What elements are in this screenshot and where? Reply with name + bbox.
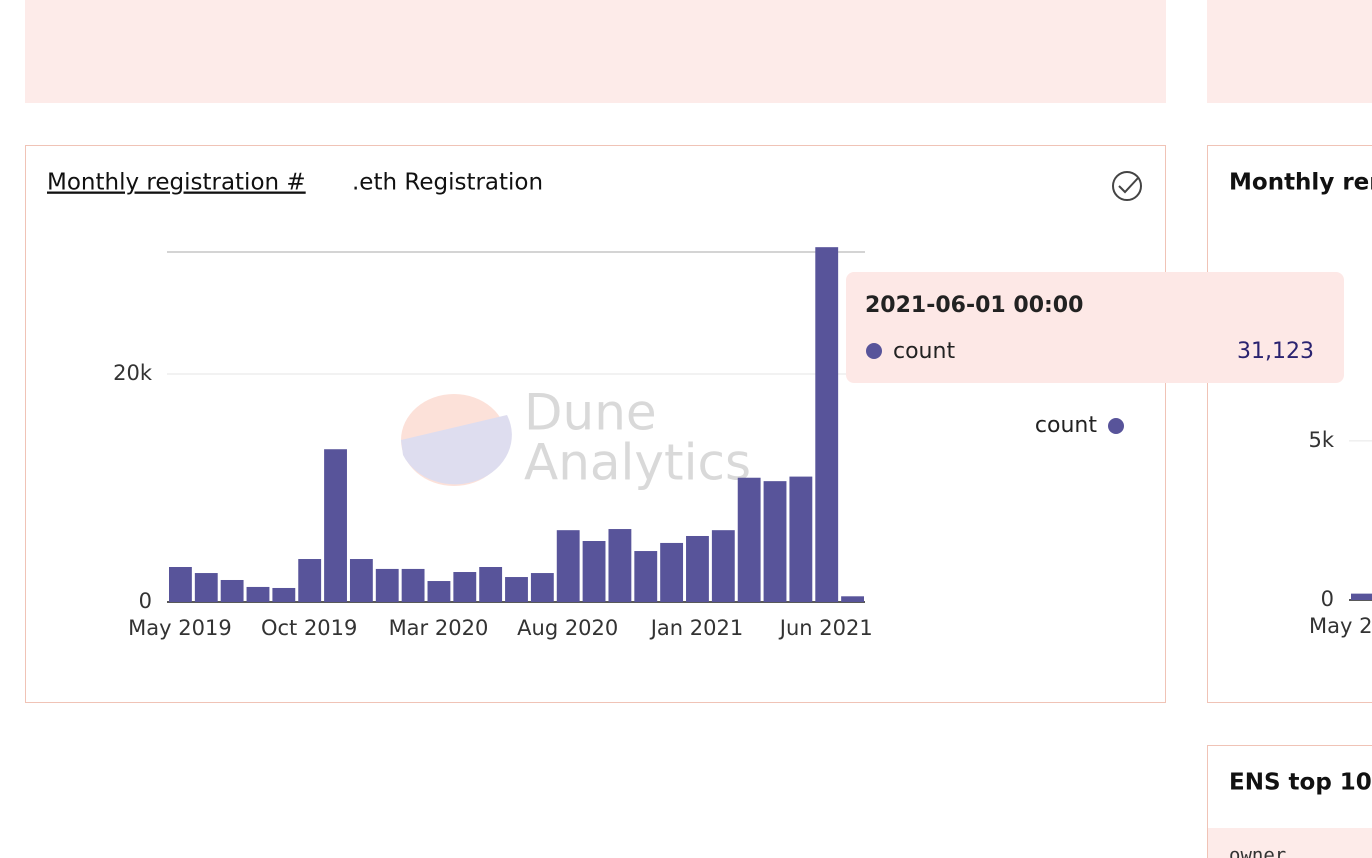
bar	[763, 481, 787, 602]
x-tick-label: Mar 2020	[389, 616, 489, 640]
tooltip-value: 31,123	[1237, 339, 1314, 364]
chart-panel	[1207, 145, 1372, 703]
bar	[841, 596, 864, 602]
watermark-text: Dune	[524, 384, 657, 442]
bar	[220, 579, 244, 602]
bar	[479, 567, 503, 602]
chart-title: Monthly ren	[1229, 170, 1372, 196]
x-tick-label: May 2019	[128, 616, 232, 640]
x-tick-label: May 2	[1309, 614, 1372, 638]
bar	[453, 572, 477, 602]
x-tick-label: Jan 2021	[649, 616, 744, 640]
x-tick-label: Oct 2019	[261, 616, 357, 640]
bar	[737, 477, 761, 602]
y-tick-label: 20k	[113, 361, 153, 385]
y-tick-label: 5k	[1308, 428, 1334, 452]
tooltip-title: 2021-06-01 00:00	[865, 293, 1083, 318]
y-tick-label: 0	[1321, 587, 1334, 611]
bar	[582, 541, 606, 602]
bar	[556, 530, 580, 602]
bar	[505, 577, 528, 602]
bar	[634, 551, 658, 602]
bar	[789, 476, 813, 602]
watermark: Dune Analytics	[401, 384, 751, 492]
check-icon[interactable]	[1112, 171, 1142, 201]
tooltip	[846, 272, 1344, 383]
chart-title[interactable]: Monthly registration #	[47, 170, 306, 196]
table-header	[1208, 828, 1372, 858]
bar	[272, 587, 296, 602]
chart-title-link[interactable]: Monthly registration #	[47, 170, 306, 196]
bar	[324, 449, 347, 602]
column-header: owner	[1229, 845, 1286, 858]
bar	[169, 567, 192, 602]
bar	[530, 573, 554, 602]
bar	[660, 542, 684, 602]
top-panel	[25, 0, 1166, 103]
bar	[246, 586, 270, 602]
bar	[1351, 593, 1372, 600]
bar	[711, 530, 735, 602]
x-tick-label: Jun 2021	[778, 616, 873, 640]
x-tick-label: Aug 2020	[517, 616, 618, 640]
bar	[298, 559, 322, 602]
bar	[375, 568, 399, 602]
bar	[194, 573, 218, 602]
bar	[815, 247, 839, 602]
chart-subtitle: .eth Registration	[352, 170, 543, 196]
watermark-text: Analytics	[524, 434, 751, 492]
y-tick-label: 0	[139, 589, 152, 613]
table-title: ENS top 10	[1229, 770, 1372, 796]
tooltip-series: count	[893, 339, 955, 364]
bar	[686, 535, 709, 602]
chart-panel	[25, 145, 1166, 703]
legend-dot	[1108, 418, 1124, 434]
bar	[427, 581, 451, 602]
tooltip-dot	[866, 343, 882, 359]
top-panel	[1207, 0, 1372, 103]
bar	[349, 559, 373, 602]
legend-label: count	[1035, 413, 1097, 438]
bar	[401, 568, 425, 602]
bar	[608, 529, 632, 602]
